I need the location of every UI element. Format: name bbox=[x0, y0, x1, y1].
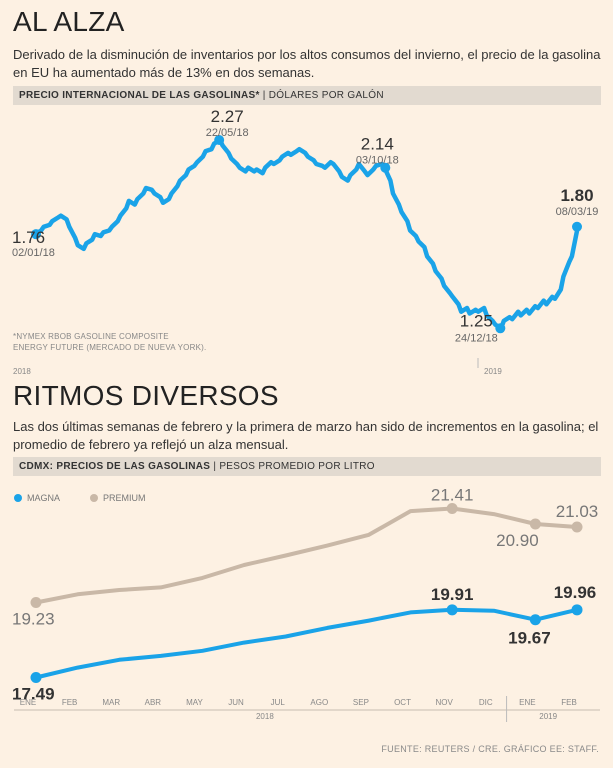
chart2-x-tick-label: OCT bbox=[394, 698, 411, 707]
chart2-header-separator: | bbox=[210, 461, 220, 472]
chart2-header-unit: PESOS PROMEDIO POR LITRO bbox=[219, 461, 375, 472]
chart2-value-label-premium: 21.41 bbox=[431, 486, 474, 505]
chart2-point-premium bbox=[529, 518, 541, 530]
chart2-point-magna bbox=[571, 604, 583, 616]
chart2-line-premium bbox=[34, 506, 579, 605]
chart2-x-tick-label: DIC bbox=[479, 698, 493, 707]
chart2-legend-premium: PREMIUM bbox=[103, 493, 146, 503]
chart1-date-label: 22/05/18 bbox=[206, 127, 249, 139]
section2-title: RITMOS DIVERSOS bbox=[13, 380, 279, 411]
chart2-line-chart: MAGNA PREMIUM 19.23 21.41 20.90 21.03 17.49 19.… bbox=[12, 486, 600, 722]
chart2-year-label-2018: 2018 bbox=[256, 712, 274, 721]
chart2-x-tick-label: NOV bbox=[435, 698, 453, 707]
chart2-x-tick-label: FEB bbox=[561, 698, 577, 707]
chart1-series-line bbox=[32, 137, 581, 331]
chart1-value-label: 1.76 bbox=[12, 228, 45, 247]
chart2-x-tick-label: JUN bbox=[228, 698, 244, 707]
source-note: FUENTE: REUTERS / CRE. GRÁFICO EE: STAFF… bbox=[381, 744, 599, 754]
chart1-value-label: 2.14 bbox=[361, 135, 394, 154]
chart1-point-08-03-19 bbox=[572, 221, 582, 232]
chart1-point-02-01-18 bbox=[31, 229, 41, 240]
chart2-value-label-premium: 20.90 bbox=[496, 531, 539, 550]
chart2-header-title: CDMX: PRECIOS DE LAS GASOLINAS bbox=[19, 461, 211, 472]
section1-description: Derivado de la disminución de inventario… bbox=[13, 47, 601, 80]
section2-description: Las dos últimas semanas de febrero y la … bbox=[13, 419, 599, 452]
chart1-date-label: 08/03/19 bbox=[556, 206, 599, 218]
chart1-value-label: 2.27 bbox=[211, 107, 244, 126]
chart2-x-tick-label: MAR bbox=[102, 698, 120, 707]
chart2-point-premium bbox=[30, 596, 42, 608]
chart2-x-tick-label: ENE bbox=[519, 698, 535, 707]
chart2-value-label-magna: 19.91 bbox=[431, 585, 474, 604]
chart1-header-unit: DÓLARES POR GALÓN bbox=[268, 90, 384, 101]
chart2-value-label-premium: 21.03 bbox=[556, 502, 599, 521]
chart2-point-premium bbox=[446, 503, 458, 515]
chart2-legend-dot-magna bbox=[14, 494, 22, 502]
chart1-footnote-line: ENERGY FUTURE (MERCADO DE NUEVA YORK). bbox=[13, 343, 206, 352]
chart2-x-tick-label: MAY bbox=[186, 698, 203, 707]
chart2-legend-dot-premium bbox=[90, 494, 98, 502]
chart1-footnote-line: *NYMEX RBOB GASOLINE COMPOSITE bbox=[13, 332, 169, 341]
chart1-value-label: 1.25 bbox=[460, 311, 493, 330]
chart1-header-separator: | bbox=[259, 90, 269, 101]
chart2-x-tick-label: FEB bbox=[62, 698, 78, 707]
chart1-point-24-12-18 bbox=[495, 323, 506, 334]
chart2-x-tick-label: ENE bbox=[20, 698, 36, 707]
chart2-x-tick-label: JUL bbox=[271, 698, 286, 707]
chart2-value-label-magna: 19.67 bbox=[508, 629, 551, 648]
chart1-point-03-10-18 bbox=[380, 162, 391, 173]
chart1-date-label: 03/10/18 bbox=[356, 155, 399, 167]
chart2-point-magna bbox=[446, 604, 458, 616]
chart1-header-title: PRECIO INTERNACIONAL DE LAS GASOLINAS* bbox=[19, 90, 260, 101]
chart2-value-label-magna: 19.96 bbox=[554, 583, 597, 602]
chart2-point-magna bbox=[529, 614, 541, 626]
chart2-point-premium bbox=[571, 521, 583, 533]
section1-title: AL ALZA bbox=[13, 6, 125, 37]
chart2-point-magna bbox=[30, 671, 42, 683]
chart2-x-tick-label: ABR bbox=[145, 698, 162, 707]
chart2-line-magna bbox=[34, 607, 579, 680]
chart1-header-bar: PRECIO INTERNACIONAL DE LAS GASOLINAS* |… bbox=[13, 86, 601, 105]
chart2-legend-magna: MAGNA bbox=[27, 493, 60, 503]
chart1-point-22-05-18 bbox=[214, 135, 225, 145]
chart1-date-label: 02/01/18 bbox=[12, 247, 55, 259]
chart2-value-label-magna: 17.49 bbox=[12, 684, 55, 703]
chart2-header-bar: CDMX: PRECIOS DE LAS GASOLINAS | PESOS P… bbox=[13, 457, 601, 476]
chart2-x-tick-label: AGO bbox=[310, 698, 328, 707]
chart1-value-label: 1.80 bbox=[560, 186, 593, 205]
chart2-year-label-2019: 2019 bbox=[539, 712, 557, 721]
chart1-x-label-2019: 2019 bbox=[484, 367, 502, 376]
chart2-value-label-premium: 19.23 bbox=[12, 609, 55, 628]
chart1-date-label: 24/12/18 bbox=[455, 332, 498, 344]
chart1-x-label-2018: 2018 bbox=[13, 367, 31, 376]
chart2-x-tick-label: SEP bbox=[353, 698, 369, 707]
